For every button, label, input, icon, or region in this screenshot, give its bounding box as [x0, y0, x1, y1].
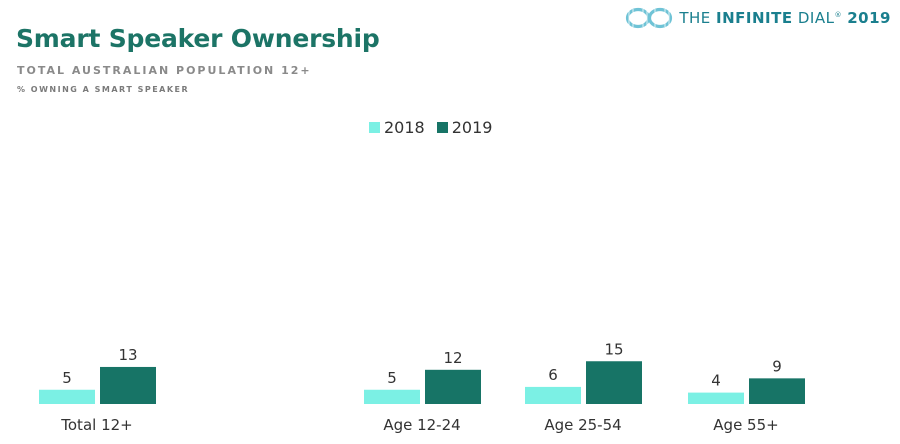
chart-title: Smart Speaker Ownership [16, 24, 380, 53]
data-label-2019-age-25-54: 15 [604, 340, 623, 358]
bar-2019-age-12-24 [425, 369, 481, 404]
legend-label-2019: 2019 [451, 118, 493, 137]
data-label-2018-age-12-24: 5 [387, 369, 397, 387]
bar-2019-age-25-54 [586, 361, 642, 404]
brand-bold: INFINITE [716, 9, 793, 27]
legend-item-2019: 2019 [436, 118, 493, 137]
brand-prefix: THE [679, 9, 717, 27]
legend-swatch-2019 [436, 122, 448, 133]
data-label-2019-age-55: 9 [772, 357, 782, 375]
brand-logo: THE INFINITE DIAL® 2019 [625, 7, 891, 29]
data-label-2018-age-25-54: 6 [548, 366, 558, 384]
chart-legend: 2018 2019 [369, 118, 504, 137]
bar-2018-age-25-54 [525, 386, 581, 404]
infinity-logo-icon [626, 7, 673, 29]
bar-2018-total-12 [39, 389, 95, 404]
chart-note: % OWNING A SMART SPEAKER [17, 85, 190, 94]
legend-label-2018: 2018 [384, 118, 425, 137]
bar-2019-age-55 [749, 378, 805, 404]
data-label-2019-total-12: 13 [118, 346, 137, 364]
category-label: Age 12-24 [383, 416, 460, 434]
category-label: Age 55+ [713, 416, 778, 434]
chart-subtitle: TOTAL AUSTRALIAN POPULATION 12+ [17, 64, 312, 77]
bar-2018-age-12-24 [364, 389, 420, 404]
data-label-2019-age-12-24: 12 [443, 349, 462, 367]
brand-suffix: DIAL [792, 9, 835, 27]
legend-item-2018: 2018 [369, 118, 425, 137]
category-label: Total 12+ [60, 416, 132, 434]
brand-year: 2019 [847, 9, 891, 27]
legend-swatch-2018 [369, 122, 380, 133]
data-label-2018-age-55: 4 [711, 372, 721, 390]
bar-2019-total-12 [100, 366, 156, 404]
data-label-2018-total-12: 5 [62, 369, 72, 387]
brand-text: THE INFINITE DIAL® 2019 [679, 9, 891, 27]
bar-2018-age-55 [688, 392, 744, 404]
category-label: Age 25-54 [544, 416, 621, 434]
brand-mark: ® [834, 11, 842, 19]
